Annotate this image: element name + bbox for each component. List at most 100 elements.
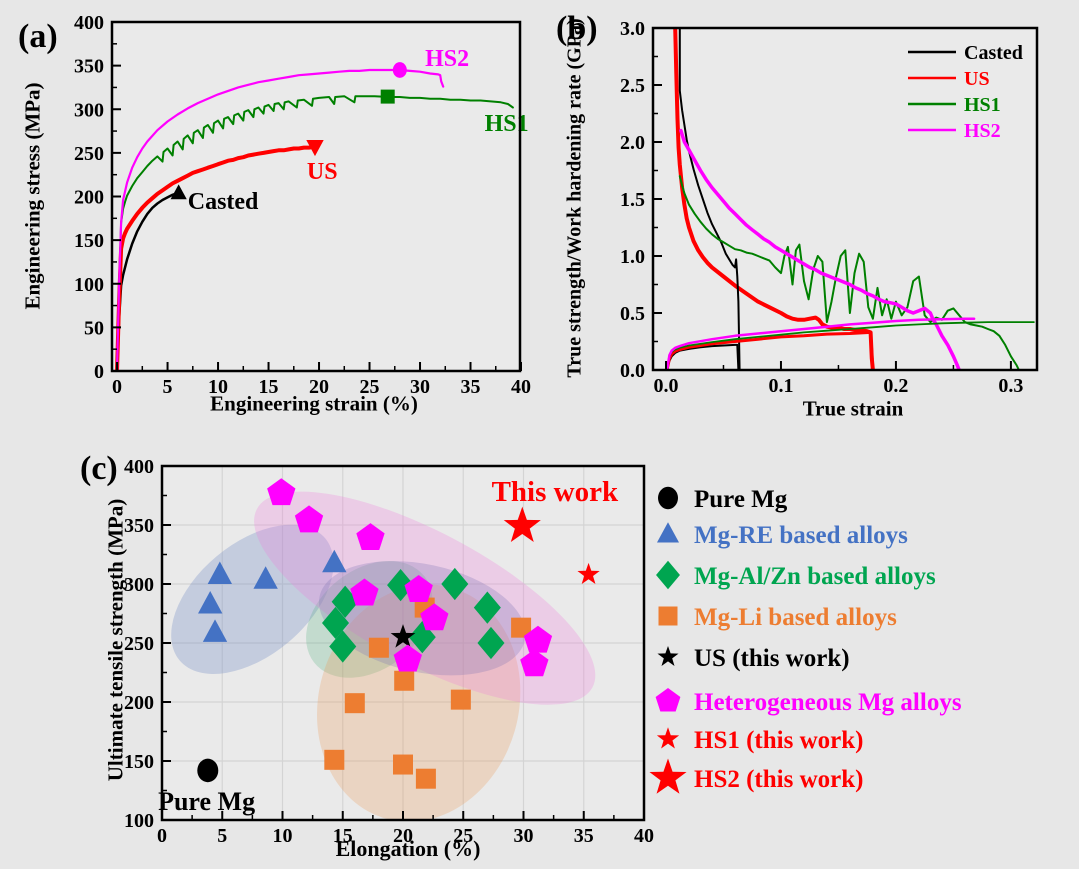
x-tick-label: 0.1 — [768, 375, 793, 397]
point-Heterogeneous Mg alloys — [350, 578, 379, 606]
x-tick-label: 25 — [360, 376, 380, 398]
series-line-TS-US — [665, 330, 875, 370]
x-tick-label: 20 — [393, 825, 413, 847]
y-tick-label: 1.5 — [620, 189, 645, 211]
y-tick-label: 150 — [74, 230, 104, 252]
point-Mg-Al/Zn based alloys — [477, 626, 505, 660]
panel-a-y-axis-title: Engineering stress (MPa) — [20, 82, 45, 310]
point-Mg-RE based alloys — [322, 549, 347, 573]
legend-label-Pure Mg: Pure Mg — [694, 486, 788, 513]
cluster-ellipse-2 — [317, 584, 521, 820]
y-tick-label: 200 — [74, 187, 104, 209]
y-tick-label: 100 — [74, 274, 104, 296]
legend-label-Mg-Li based alloys: Mg-Li based alloys — [694, 604, 897, 631]
y-tick-label: 400 — [74, 12, 104, 34]
point-Mg-Al/Zn based alloys — [441, 567, 469, 601]
legend-b: Casted US HS1 HS2 — [908, 42, 1023, 142]
legend-icon-Mg-Li based alloys — [658, 606, 678, 626]
x-tick-label: 35 — [574, 825, 594, 847]
y-tick-label: 300 — [74, 99, 104, 121]
x-tick-label: 35 — [461, 376, 481, 398]
curve-label-HS2: HS2 — [425, 46, 469, 72]
y-tick-label: 0.0 — [620, 360, 645, 382]
series-line-TS-HS1 — [666, 321, 1035, 370]
x-tick-label: 0 — [157, 825, 167, 847]
panel-b-y-axis-title: True strength/Work hardening rate (GPa) — [563, 18, 586, 378]
series-line-WHR-HS1 — [678, 175, 1020, 370]
panel-b-letter: (b) — [556, 10, 598, 47]
y-tick-label: 150 — [124, 751, 154, 773]
legend-icon-Pure Mg — [658, 486, 678, 510]
x-tick-label: 5 — [217, 825, 227, 847]
y-tick-label: 3.0 — [620, 18, 645, 40]
y-tick-label: 100 — [124, 810, 154, 832]
point-HS2 (this work) — [503, 506, 541, 542]
series-line-WHR-Casted — [678, 28, 741, 370]
point-Heterogeneous Mg alloys — [420, 603, 449, 631]
legend-label-US: US — [964, 68, 990, 90]
end-marker-US — [306, 140, 324, 157]
legend-icon-HS1 (this work) — [656, 727, 680, 749]
panel-a-letter: (a) — [18, 18, 58, 55]
point-Mg-Li based alloys — [394, 670, 415, 691]
y-tick-label: 2.5 — [620, 75, 645, 97]
x-tick-label: 0 — [112, 376, 122, 398]
point-Mg-RE based alloys — [253, 566, 278, 589]
legend-label-HS1: HS1 — [964, 94, 1001, 116]
point-US (this work) — [390, 624, 416, 648]
legend-icon-US (this work) — [657, 645, 679, 666]
legend-label-US (this work): US (this work) — [694, 645, 850, 672]
point-Heterogeneous Mg alloys — [393, 644, 422, 672]
series-line-WHR-HS2 — [679, 128, 961, 370]
x-tick-label: 15 — [259, 376, 279, 398]
legend-label-Heterogeneous Mg alloys: Heterogeneous Mg alloys — [694, 689, 962, 716]
point-Mg-Li based alloys — [511, 617, 532, 638]
legend-icon-Heterogeneous Mg alloys — [655, 687, 681, 712]
point-Mg-RE based alloys — [202, 619, 228, 642]
point-Mg-Al/Zn based alloys — [473, 591, 501, 624]
point-Mg-Li based alloys — [450, 689, 471, 710]
point-Mg-Li based alloys — [324, 749, 345, 770]
series-line-US — [115, 144, 317, 371]
point-Heterogeneous Mg alloys — [523, 625, 553, 653]
point-Mg-Li based alloys — [368, 637, 389, 658]
point-Mg-Li based alloys — [393, 754, 413, 775]
chart-c: 0 5 10 15 20 25 30 35 40 100 150 200 250 300 350 400 Thi… — [124, 456, 654, 847]
y-tick-label: 400 — [124, 456, 154, 478]
legend-label-Mg-Al/Zn based alloys: Mg-Al/Zn based alloys — [694, 563, 936, 590]
x-tick-label: 20 — [309, 376, 329, 398]
annotation-pure-mg: Pure Mg — [158, 787, 255, 816]
y-tick-label: 200 — [124, 692, 154, 714]
x-tick-label: 0.2 — [883, 375, 908, 397]
y-tick-label: 350 — [74, 56, 104, 78]
x-tick-label: 30 — [410, 376, 430, 398]
annotation-this-work: This work — [492, 476, 619, 508]
chart-b: 0.0 0.1 0.2 0.3 0.0 0.5 1.0 1.5 2.0 2.5 3.0 — [620, 18, 1039, 397]
curve-label-Casted: Casted — [188, 189, 259, 215]
x-tick-label: 15 — [333, 825, 353, 847]
legend-label-Mg-RE based alloys: Mg-RE based alloys — [694, 522, 908, 549]
panel-b-x-axis-title: True strain — [802, 396, 904, 421]
y-tick-label: 350 — [124, 515, 154, 537]
point-HS1 (this work) — [577, 562, 600, 585]
panel-c-y-axis-title: Ultimate tensile strength (MPa) — [103, 498, 128, 782]
legend-icon-Mg-RE based alloys — [656, 522, 680, 543]
end-marker-Casted — [170, 184, 187, 200]
point-Pure Mg — [197, 758, 219, 783]
y-tick-label: 0 — [94, 361, 104, 383]
y-tick-label: 2.0 — [620, 132, 645, 154]
panel-c-letter: (c) — [80, 450, 118, 487]
point-Heterogeneous Mg alloys — [356, 523, 385, 551]
legend-label-HS1 (this work): HS1 (this work) — [694, 727, 863, 754]
point-Mg-RE based alloys — [198, 591, 223, 614]
series-line-Casted — [115, 190, 181, 371]
curve-label-US: US — [307, 159, 338, 185]
series-line-TS-HS2 — [665, 317, 976, 370]
x-tick-label: 40 — [511, 376, 531, 398]
end-marker-HS2 — [392, 62, 407, 78]
point-Heterogeneous Mg alloys — [520, 649, 549, 677]
y-tick-label: 250 — [124, 633, 154, 655]
x-tick-label: 25 — [453, 825, 473, 847]
